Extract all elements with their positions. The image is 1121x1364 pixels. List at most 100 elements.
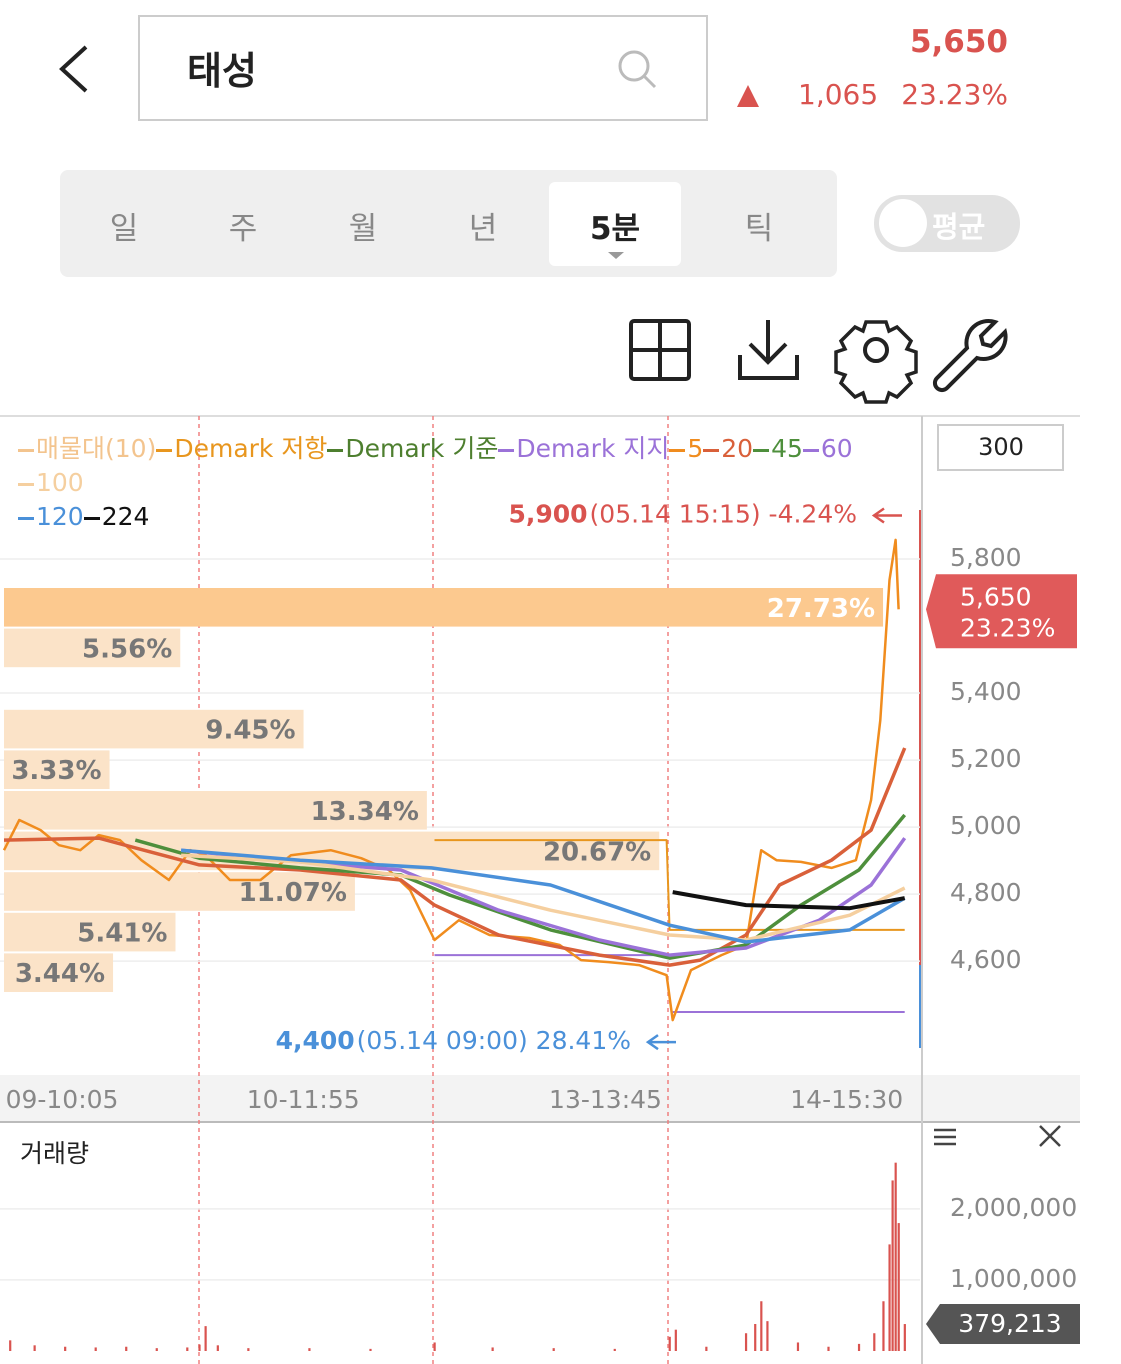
legend-item: 100 [18, 466, 84, 500]
series-line [180, 837, 907, 957]
legend-swatch [327, 448, 344, 452]
series-line [434, 954, 905, 1013]
low-detail: (05.14 09:00) 28.41% [357, 1026, 631, 1055]
high-detail: (05.14 15:15) -4.24% [590, 500, 857, 529]
legend-item: 5 [669, 432, 703, 466]
x-tick-label: 13-13:45 [549, 1085, 662, 1114]
legend-swatch [802, 448, 819, 452]
high-arrow [871, 507, 902, 524]
volume-bar [897, 1223, 900, 1351]
settings-icon[interactable] [863, 337, 889, 363]
volume-bar [247, 1348, 250, 1351]
legend-item: 224 [83, 500, 149, 534]
legend-label: 120 [36, 502, 84, 531]
volume-bar [760, 1301, 763, 1351]
volume-profile-bar [4, 872, 355, 911]
volume-bar [155, 1348, 158, 1351]
volume-bar [369, 1348, 372, 1351]
volume-bar [125, 1346, 128, 1351]
volume-bar [9, 1340, 12, 1351]
stock-name: 태성 [187, 49, 257, 93]
tab[interactable]: 틱 [744, 211, 774, 247]
tab[interactable]: 년 [468, 211, 498, 247]
y-tick-label: 5,000 [950, 811, 1022, 840]
volume-bar [613, 1348, 616, 1351]
volume-profile-bar [4, 628, 181, 668]
volume-title: 거래량 [20, 1139, 89, 1168]
high-annotation: 5,900(05.14 15:15) -4.24% [508, 500, 857, 529]
search-icon[interactable] [618, 50, 650, 82]
toolbar [629, 319, 1008, 404]
volume-bar [705, 1346, 708, 1351]
volume-profile-label: 3.44% [15, 959, 105, 989]
volume-bar [857, 1343, 861, 1351]
price-change-pct: 23.23% [901, 78, 1008, 111]
volume-bar [744, 1333, 748, 1351]
tab[interactable]: 5분 [589, 211, 641, 247]
volume-bar [198, 1344, 201, 1351]
tab[interactable]: 월 [348, 211, 378, 247]
volume-profile-bar [4, 912, 176, 952]
active-tab [549, 182, 681, 266]
volume-profile-bar [4, 750, 110, 789]
series-line [134, 813, 907, 960]
y-tick-label: 4,600 [950, 945, 1022, 974]
volume-bar [882, 1301, 885, 1351]
volume-profile-bar [4, 791, 427, 830]
series-line [3, 747, 907, 967]
volume-profile-label: 27.73% [767, 594, 875, 624]
low-label: 4,400 [276, 1026, 355, 1055]
tab-caret [608, 252, 624, 259]
download-icon[interactable] [738, 320, 799, 380]
current-price-label: 5,650 [960, 582, 1032, 611]
period-box[interactable] [937, 424, 1064, 471]
up-triangle [737, 85, 759, 107]
search-icon-handle [642, 74, 657, 89]
panel-menu[interactable] [934, 1128, 956, 1146]
low-arrow [645, 1034, 676, 1051]
volume-bar [873, 1333, 876, 1351]
legend-swatch [18, 516, 34, 520]
x-axis-strip [0, 1075, 1080, 1121]
current-price: 5,650 [909, 24, 1008, 60]
legend-label: Demark 지지 [516, 434, 670, 463]
volume-bar [891, 1180, 894, 1351]
x-tick-label: 09-10:05 [6, 1085, 119, 1114]
volume-bar [308, 1348, 311, 1351]
period-label: 300 [978, 433, 1024, 461]
volume-profile-bar [4, 709, 304, 749]
volume-bar [888, 1244, 891, 1351]
panel-close[interactable] [1039, 1125, 1061, 1147]
legend-label: 60 [820, 434, 853, 463]
tool-icon[interactable] [932, 319, 1008, 393]
search-box[interactable] [138, 15, 708, 121]
legend-label: 매물대(10) [36, 434, 157, 463]
series-line [2, 538, 900, 1022]
legend-swatch [703, 448, 720, 452]
y-tick-label: 5,200 [950, 744, 1022, 773]
volume-bar [216, 1345, 219, 1351]
volume-bar [433, 1342, 436, 1351]
series-line [181, 853, 906, 942]
series-line [672, 890, 906, 911]
toggle-knob [879, 199, 927, 247]
legend-item: Demark 기준 [327, 432, 498, 466]
legend-swatch [669, 448, 686, 452]
tab[interactable]: 주 [228, 211, 258, 247]
volume-bar [766, 1321, 769, 1351]
legend-item: 45 [753, 432, 803, 466]
y-tick-label: 1,000,000 [950, 1264, 1077, 1293]
volume-profile-bar [4, 953, 114, 992]
back-button[interactable] [59, 45, 88, 93]
volume-profile-label: 20.67% [543, 837, 651, 867]
volume-bar [94, 1347, 97, 1351]
volume-bar [668, 1336, 671, 1351]
series-line [180, 848, 906, 944]
volume-bar [796, 1342, 800, 1351]
volume-profile-label: 3.33% [11, 756, 101, 786]
legend-label: 100 [36, 468, 84, 497]
volume-profile-label: 5.41% [77, 919, 167, 949]
volume-bar [674, 1329, 677, 1351]
tab[interactable]: 일 [109, 211, 139, 247]
